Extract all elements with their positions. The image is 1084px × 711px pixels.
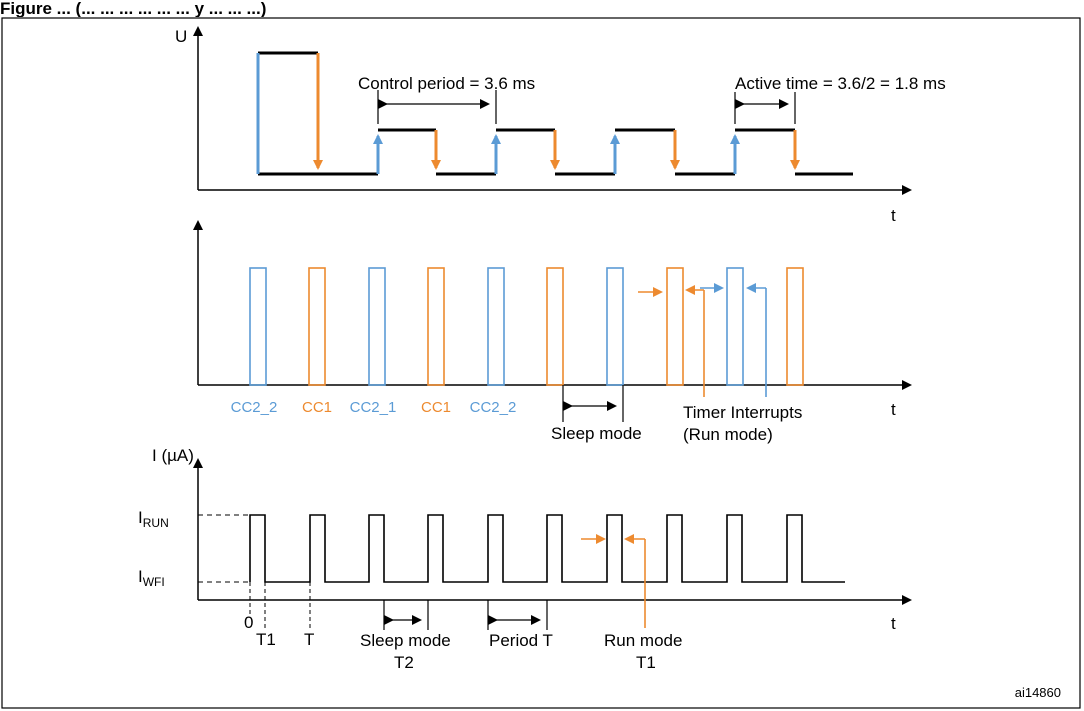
pulse-label-cc1: CC1 — [302, 399, 332, 416]
compare-x-label: t — [891, 400, 896, 419]
i-run-label: IRUN — [138, 508, 169, 530]
pulse-label-cc2-2-second: CC2_2 — [470, 399, 517, 416]
figure-title: Figure ... (... ... ... ... ... ... y ..… — [0, 0, 267, 17]
active-time-label: Active time = 3.6/2 = 1.8 ms — [735, 74, 946, 93]
control-period-dimension — [377, 90, 497, 124]
pulse-label-cc2-1: CC2_1 — [350, 399, 397, 416]
sleep-mode-label: Sleep mode — [360, 631, 451, 650]
period-label: Period T — [489, 631, 553, 650]
run-t1-label: T1 — [636, 653, 656, 672]
i-wfi-label: IWFI — [138, 567, 165, 589]
tick-t1-label: T1 — [256, 630, 276, 649]
current-waveform — [249, 514, 845, 583]
tick-zero-label: 0 — [244, 613, 253, 632]
pulse-label-cc2-2: CC2_2 — [231, 399, 278, 416]
panel-compare: t CC2_2 CC1 CC2_1 CC1 CC2_2 Sleep mode — [193, 220, 912, 444]
voltage-waveform — [258, 51, 853, 176]
sleep-t2-label: T2 — [394, 653, 414, 672]
compare-sleep-dimension — [562, 385, 624, 422]
sleep-t2-dimension — [383, 600, 429, 630]
run-mode-label: (Run mode) — [683, 425, 773, 444]
compare-sleep-label: Sleep mode — [551, 424, 642, 443]
compare-pulses — [249, 267, 804, 386]
control-period-label: Control period = 3.6 ms — [358, 74, 535, 93]
figure-frame — [1, 17, 1081, 709]
period-dimension — [487, 600, 548, 630]
voltage-x-label: t — [891, 206, 896, 225]
current-y-label: I (µA) — [152, 446, 194, 465]
current-x-label: t — [891, 614, 896, 633]
rising-edge-arrows — [373, 134, 740, 174]
pulse-label-cc1-second: CC1 — [421, 399, 451, 416]
voltage-y-label: U — [175, 27, 187, 46]
panel-current: I (µA) t IRUN IWFI 0 T1 T Sleep mode T2 — [138, 446, 912, 672]
run-mode-bottom-label: Run mode — [604, 631, 682, 650]
timer-interrupts-label: Timer Interrupts — [683, 403, 802, 422]
falling-edge-arrows — [431, 130, 800, 170]
figure-id: ai14860 — [1015, 685, 1061, 700]
panel-voltage: U t — [175, 26, 946, 225]
active-time-dimension — [734, 92, 796, 124]
tick-t-label: T — [304, 630, 314, 649]
